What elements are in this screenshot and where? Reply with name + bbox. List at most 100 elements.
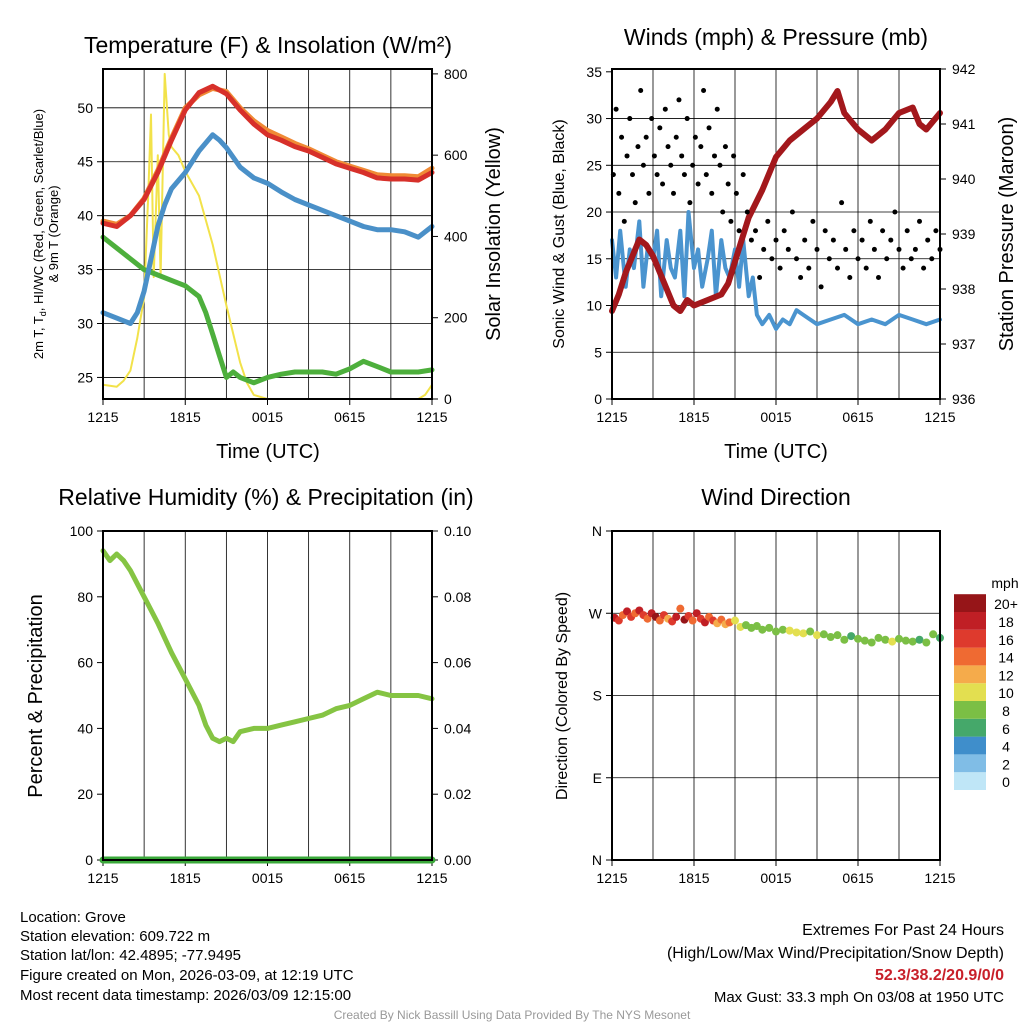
location: Location: Grove bbox=[20, 909, 126, 926]
y-tick-label: W bbox=[589, 605, 603, 621]
temperature-ylabel-part1: 2m T, T bbox=[31, 316, 46, 359]
gust-point bbox=[722, 144, 728, 150]
wind-direction-point bbox=[772, 627, 780, 636]
gust-point bbox=[921, 265, 927, 271]
plot-frame bbox=[611, 530, 941, 861]
gust-point bbox=[714, 106, 720, 112]
x-tick-label: 0015 bbox=[252, 870, 283, 886]
x-tick-label: 1815 bbox=[170, 409, 201, 425]
wind-direction-point bbox=[819, 630, 828, 639]
wind-direction-point bbox=[874, 633, 883, 642]
wind-direction-point bbox=[813, 631, 821, 640]
temperature-ylabel-line2: & 9m T (Orange) bbox=[46, 185, 61, 282]
gust-point bbox=[717, 162, 723, 168]
y-tick-label: 15 bbox=[586, 251, 602, 267]
wind-direction-point bbox=[908, 637, 917, 646]
wind-direction-point bbox=[785, 626, 794, 635]
colorbar-label: 10 bbox=[998, 685, 1014, 701]
gust-point bbox=[810, 218, 816, 224]
colorbar-swatch bbox=[954, 718, 986, 737]
gust-point bbox=[781, 228, 787, 234]
recent-timestamp: Most recent data timestamp: 2026/03/09 1… bbox=[20, 987, 351, 1004]
y2-tick-label: 0.00 bbox=[444, 852, 471, 868]
colorbar-swatch bbox=[954, 647, 986, 666]
plot-frame bbox=[102, 68, 433, 400]
series-station-pressure-line bbox=[609, 88, 943, 314]
x-tick-label: 0615 bbox=[334, 409, 365, 425]
colorbar-label: 2 bbox=[1002, 756, 1010, 772]
gust-point bbox=[888, 237, 894, 243]
colorbar-swatch bbox=[954, 754, 986, 773]
x-tick-label: 0615 bbox=[842, 870, 873, 886]
gust-point bbox=[871, 246, 877, 252]
colorbar-swatch bbox=[954, 683, 986, 701]
colorbar-title: mph bbox=[991, 575, 1018, 591]
wind-direction-point bbox=[854, 634, 862, 643]
gust-point bbox=[814, 246, 820, 252]
gust-point bbox=[627, 116, 633, 122]
gust-point bbox=[822, 228, 828, 234]
gust-point bbox=[709, 190, 715, 196]
x-tick-label: 1215 bbox=[416, 870, 447, 886]
wind-direction-point bbox=[929, 630, 938, 639]
max-gust: Max Gust: 33.3 mph On 03/08 at 1950 UTC bbox=[714, 989, 1004, 1006]
wind-direction-point bbox=[888, 637, 897, 646]
gust-point bbox=[712, 153, 717, 159]
gust-point bbox=[698, 144, 704, 150]
y2-tick-label: 0.10 bbox=[444, 523, 471, 539]
gust-point bbox=[736, 228, 742, 234]
gust-point bbox=[630, 172, 635, 178]
gust-point bbox=[843, 246, 849, 252]
extremes-subtitle: (High/Low/Max Wind/Precipitation/Snow De… bbox=[667, 945, 1004, 962]
wind-direction-point bbox=[676, 604, 685, 613]
gust-point bbox=[761, 246, 767, 252]
colorbar-label: 6 bbox=[1002, 721, 1010, 737]
gust-point bbox=[884, 256, 890, 262]
gust-point bbox=[676, 97, 682, 103]
y-tick-label: 45 bbox=[77, 154, 93, 170]
winds-ylabel: Sonic Wind & Gust (Blue, Black) bbox=[551, 119, 568, 348]
colorbar-label: 4 bbox=[1002, 739, 1010, 755]
wind-direction-point bbox=[731, 616, 739, 625]
wind-direction-point bbox=[672, 612, 681, 621]
y2-tick-label: 0.08 bbox=[444, 589, 471, 605]
gust-point bbox=[679, 153, 685, 159]
gust-point bbox=[638, 88, 644, 94]
wind-direction-point bbox=[895, 634, 903, 643]
gust-point bbox=[643, 134, 649, 140]
y2-tick-label: 940 bbox=[952, 171, 976, 187]
gust-point bbox=[657, 125, 663, 131]
winds-xlabel: Time (UTC) bbox=[724, 441, 828, 463]
gust-point bbox=[855, 256, 861, 262]
humidity-ylabel: Percent & Precipitation bbox=[25, 594, 47, 797]
y-tick-label: 25 bbox=[77, 369, 93, 385]
series-heat-index-wind-chill-line bbox=[100, 132, 435, 326]
gust-point bbox=[616, 190, 622, 196]
y2-tick-label: 938 bbox=[952, 281, 976, 297]
gust-point bbox=[859, 237, 865, 243]
x-tick-label: 1215 bbox=[596, 409, 627, 425]
y-tick-label: 20 bbox=[586, 204, 602, 220]
y-tick-label: 0 bbox=[594, 391, 602, 407]
y2-tick-label: 942 bbox=[952, 61, 976, 77]
gust-point bbox=[802, 237, 808, 243]
y-tick-label: N bbox=[592, 523, 602, 539]
colorbar-label: 14 bbox=[998, 650, 1014, 666]
x-tick-label: 0615 bbox=[842, 409, 873, 425]
temperature-panel: Temperature (F) & Insolation (W/m²) Time… bbox=[31, 32, 505, 463]
y-tick-label: 0 bbox=[85, 852, 93, 868]
colorbar-label: 0 bbox=[1002, 774, 1010, 790]
gust-point bbox=[662, 106, 668, 112]
gust-point bbox=[908, 256, 914, 262]
y-tick-label: 20 bbox=[77, 786, 93, 802]
gust-point bbox=[687, 200, 693, 206]
y-tick-label: 35 bbox=[586, 64, 602, 80]
gust-point bbox=[933, 228, 939, 234]
wind-direction-point bbox=[867, 638, 876, 647]
x-tick-label: 1215 bbox=[87, 870, 118, 886]
gust-point bbox=[635, 144, 641, 150]
gust-point bbox=[818, 284, 824, 290]
gust-point bbox=[851, 228, 857, 234]
colorbar-label: 16 bbox=[998, 632, 1014, 648]
colorbar-label: 8 bbox=[1002, 703, 1010, 719]
